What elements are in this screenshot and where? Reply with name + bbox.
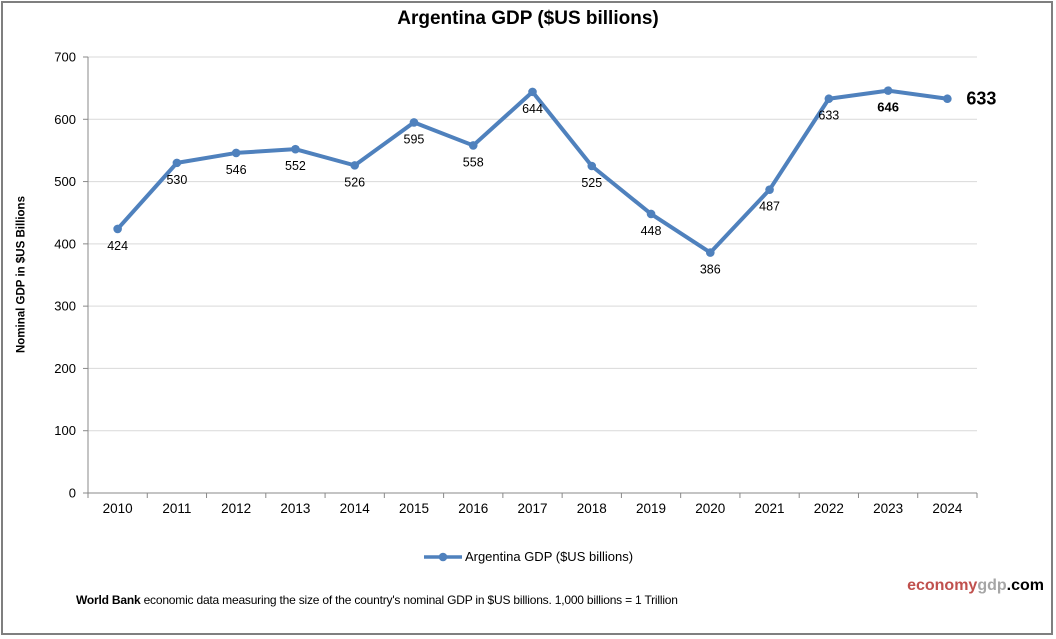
- data-point-2020[interactable]: [706, 248, 715, 257]
- data-label-2016: 558: [463, 155, 484, 169]
- x-axis-tick-label: 2023: [873, 501, 903, 516]
- chart-title: Argentina GDP ($US billions): [397, 8, 659, 29]
- data-label-2012: 546: [226, 163, 247, 177]
- legend-label: Argentina GDP ($US billions): [464, 549, 634, 564]
- data-label-2014: 526: [344, 175, 365, 189]
- y-axis-tick-label: 200: [54, 361, 76, 376]
- data-point-2022[interactable]: [824, 94, 834, 104]
- x-axis-tick-label: 2016: [458, 501, 488, 516]
- footer-source: World Bank: [76, 593, 141, 607]
- y-axis-tick-label: 500: [54, 174, 76, 189]
- data-point-2016[interactable]: [468, 141, 478, 150]
- data-point-2011[interactable]: [172, 158, 182, 168]
- x-axis-tick-label: 2022: [814, 501, 844, 516]
- legend: Argentina GDP ($US billions): [0, 549, 1056, 564]
- data-point-2023[interactable]: [883, 86, 893, 95]
- footer-text: economic data measuring the size of the …: [140, 593, 678, 607]
- data-label-2013: 552: [285, 159, 306, 173]
- site-logo[interactable]: economygdp.com: [907, 577, 1044, 595]
- data-point-2024[interactable]: [943, 94, 952, 104]
- data-label-2011: 530: [166, 173, 187, 187]
- data-label-2020: 386: [700, 263, 721, 277]
- x-axis-tick-label: 2020: [695, 501, 725, 516]
- x-axis-tick-label: 2021: [755, 501, 785, 516]
- data-label-2010: 424: [107, 239, 128, 253]
- y-axis-tick-label: 0: [69, 486, 76, 501]
- data-point-2019[interactable]: [646, 209, 656, 219]
- data-label-2021: 487: [759, 200, 780, 214]
- x-axis-tick-label: 2011: [162, 501, 191, 516]
- y-axis-tick-label: 600: [54, 112, 76, 127]
- y-axis-tick-label: 300: [54, 299, 76, 314]
- data-point-2021[interactable]: [765, 185, 774, 194]
- data-label-2024: 633: [966, 89, 996, 109]
- data-point-2015[interactable]: [409, 118, 419, 127]
- data-label-2023: 646: [877, 100, 899, 115]
- data-point-2013[interactable]: [291, 144, 300, 154]
- x-axis-tick-label: 2014: [340, 501, 371, 516]
- data-point-2018[interactable]: [587, 161, 597, 171]
- x-axis-tick-label: 2015: [399, 501, 429, 516]
- logo-economy: economy: [907, 577, 978, 594]
- x-axis-tick-label: 2019: [636, 501, 666, 516]
- data-label-2019: 448: [641, 224, 662, 238]
- logo-com: .com: [1006, 577, 1044, 594]
- data-point-2017[interactable]: [528, 87, 537, 97]
- x-axis-tick-label: 2012: [221, 501, 251, 516]
- y-axis-title: Nominal GDP in $US Billions: [15, 196, 28, 353]
- y-axis-tick-label: 100: [54, 423, 76, 438]
- logo-gdp: gdp: [977, 577, 1007, 594]
- x-axis-tick-label: 2018: [577, 501, 607, 516]
- x-axis-tick-label: 2017: [517, 501, 547, 516]
- data-label-2015: 595: [404, 132, 425, 146]
- legend-line-marker-icon: [423, 552, 462, 561]
- x-axis-tick-label: 2010: [103, 501, 133, 516]
- data-point-2012[interactable]: [231, 148, 241, 158]
- y-axis-tick-label: 700: [54, 50, 76, 65]
- x-axis-tick-label: 2013: [280, 501, 310, 516]
- data-label-2017: 644: [522, 102, 543, 116]
- data-label-2022: 633: [818, 109, 839, 123]
- y-axis-tick-label: 400: [54, 236, 76, 251]
- x-axis-tick-label: 2024: [932, 501, 963, 516]
- data-label-2018: 525: [581, 176, 602, 190]
- data-point-2010[interactable]: [113, 224, 122, 234]
- data-point-2014[interactable]: [350, 161, 360, 170]
- footer-note: World Bank economic data measuring the s…: [76, 593, 678, 607]
